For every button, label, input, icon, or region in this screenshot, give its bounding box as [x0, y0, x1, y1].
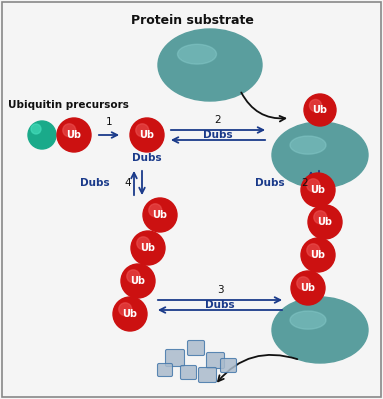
Circle shape — [301, 173, 335, 207]
Circle shape — [137, 237, 150, 250]
FancyBboxPatch shape — [2, 2, 381, 397]
Circle shape — [119, 303, 132, 316]
Circle shape — [291, 271, 325, 305]
Text: Ub: Ub — [67, 130, 82, 140]
Text: Ub: Ub — [152, 210, 167, 220]
Ellipse shape — [158, 29, 262, 101]
Ellipse shape — [272, 122, 368, 188]
Circle shape — [127, 270, 140, 283]
Circle shape — [143, 198, 177, 232]
FancyBboxPatch shape — [221, 358, 236, 373]
FancyBboxPatch shape — [157, 363, 172, 377]
Circle shape — [304, 94, 336, 126]
Text: Dubs: Dubs — [80, 178, 110, 188]
Text: Ub: Ub — [318, 217, 332, 227]
Text: Ub: Ub — [123, 309, 137, 319]
Text: Dubs: Dubs — [205, 300, 235, 310]
Text: Ub: Ub — [311, 185, 326, 195]
Circle shape — [130, 118, 164, 152]
Ellipse shape — [290, 136, 326, 154]
Circle shape — [136, 124, 149, 137]
Text: Dubs: Dubs — [132, 153, 162, 163]
Text: 3: 3 — [217, 285, 223, 295]
Text: 1: 1 — [106, 117, 112, 127]
Text: 2: 2 — [215, 115, 221, 125]
Text: Protein substrate: Protein substrate — [131, 14, 254, 27]
Circle shape — [28, 121, 56, 149]
FancyBboxPatch shape — [198, 367, 216, 383]
Circle shape — [309, 99, 322, 112]
Circle shape — [113, 297, 147, 331]
Circle shape — [149, 204, 162, 217]
Text: 2: 2 — [302, 178, 308, 188]
Text: Dubs: Dubs — [203, 130, 233, 140]
Circle shape — [131, 231, 165, 265]
Circle shape — [308, 205, 342, 239]
Circle shape — [301, 238, 335, 272]
Circle shape — [314, 211, 327, 224]
Text: Dubs: Dubs — [255, 178, 285, 188]
Text: 4: 4 — [125, 178, 131, 188]
FancyBboxPatch shape — [180, 365, 196, 379]
Ellipse shape — [272, 297, 368, 363]
Circle shape — [297, 277, 310, 290]
Circle shape — [121, 264, 155, 298]
FancyBboxPatch shape — [188, 340, 205, 356]
Ellipse shape — [177, 44, 216, 64]
Text: Ub: Ub — [301, 283, 316, 293]
Text: Ub: Ub — [311, 250, 326, 260]
Text: Ub: Ub — [313, 105, 327, 115]
Circle shape — [307, 179, 320, 192]
Text: Ub: Ub — [139, 130, 154, 140]
FancyBboxPatch shape — [206, 352, 224, 369]
Circle shape — [31, 124, 41, 134]
Text: Ubiquitin precursors: Ubiquitin precursors — [8, 100, 129, 110]
Circle shape — [57, 118, 91, 152]
FancyBboxPatch shape — [165, 350, 185, 367]
Circle shape — [307, 244, 320, 257]
Circle shape — [63, 124, 76, 137]
Text: Ub: Ub — [131, 276, 146, 286]
Ellipse shape — [290, 311, 326, 329]
Text: Ub: Ub — [141, 243, 155, 253]
